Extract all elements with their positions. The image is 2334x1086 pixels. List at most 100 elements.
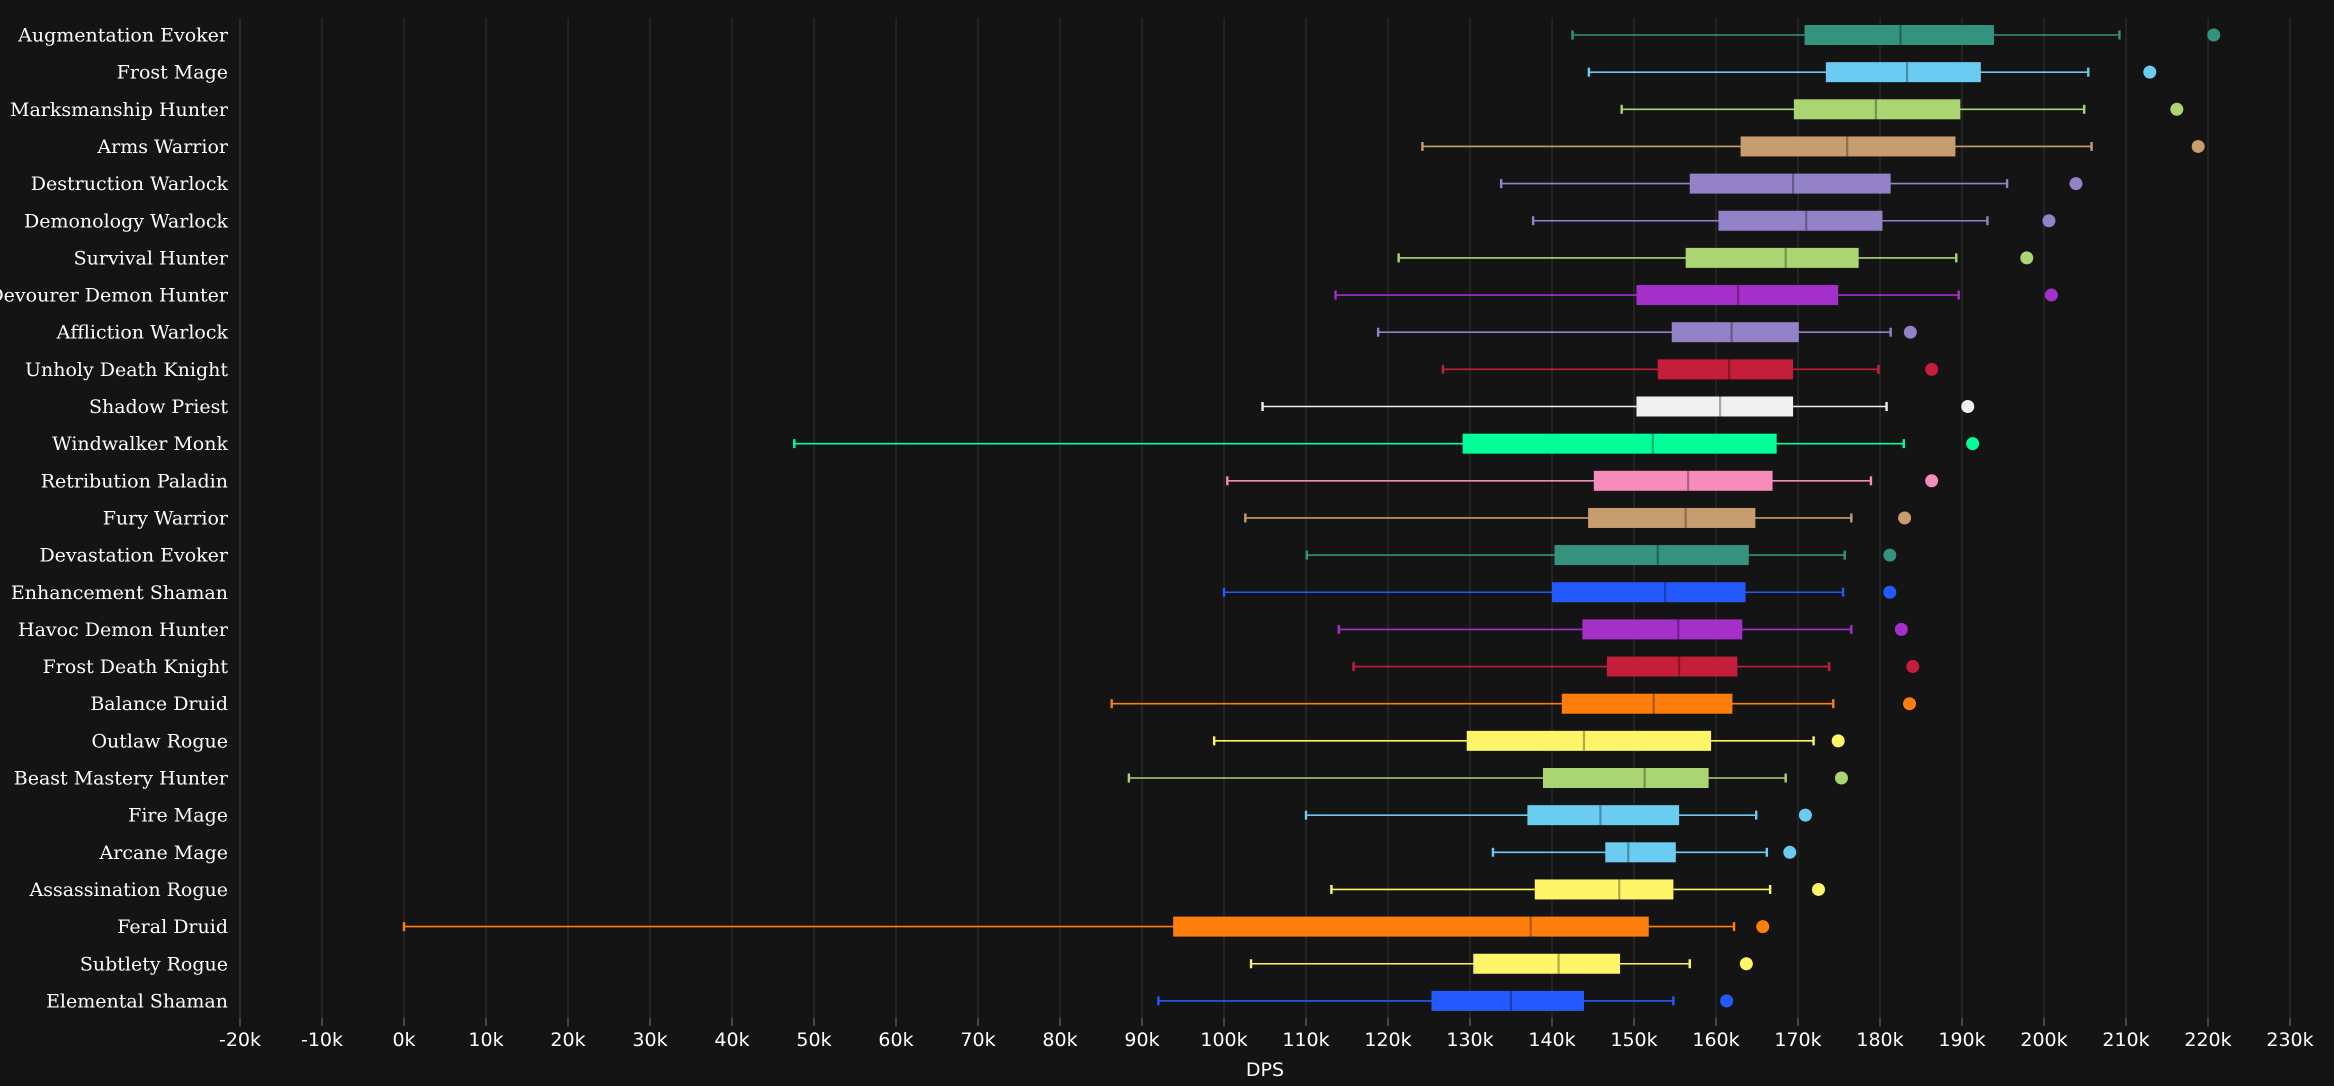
x-tick-label: 40k: [714, 1029, 749, 1051]
x-tick-label: 200k: [2020, 1029, 2067, 1051]
box-rect: [1636, 285, 1839, 306]
x-tick-label: 140k: [1528, 1029, 1575, 1051]
x-tick-label: 100k: [1200, 1029, 1247, 1051]
category-label: Devourer Demon Hunter: [0, 285, 229, 307]
category-label: Shadow Priest: [89, 396, 228, 418]
category-labels: Augmentation Evoker Frost Mage Marksmanshi…: [0, 25, 229, 1013]
x-tick-label: 70k: [960, 1029, 995, 1051]
outlier-point: [1903, 697, 1917, 711]
x-tick-label: 160k: [1692, 1029, 1739, 1051]
outlier-point: [2069, 177, 2083, 191]
box-rect: [1554, 545, 1749, 566]
x-tick-label: 120k: [1364, 1029, 1411, 1051]
category-label: Unholy Death Knight: [25, 359, 228, 381]
box-group[interactable]: [1421, 136, 2205, 157]
x-tick-label: -20k: [219, 1029, 261, 1051]
box-rect: [1657, 359, 1794, 380]
box-rect: [1561, 693, 1733, 714]
box-rect: [1582, 619, 1743, 640]
outlier-point: [1831, 734, 1845, 748]
outlier-point: [1798, 808, 1812, 822]
box-group[interactable]: [1212, 730, 1845, 751]
x-tick-label: 130k: [1446, 1029, 1493, 1051]
box-group[interactable]: [1249, 953, 1753, 974]
outlier-point: [2191, 139, 2205, 153]
box-group[interactable]: [402, 916, 1770, 937]
x-tick-label: 0k: [392, 1029, 415, 1051]
box-group[interactable]: [1305, 545, 1897, 566]
x-tick-label: -10k: [301, 1029, 343, 1051]
box-group[interactable]: [1110, 693, 1917, 714]
box-layer: [402, 25, 2221, 1011]
box-group[interactable]: [1226, 470, 1939, 491]
category-label: Survival Hunter: [74, 247, 229, 269]
x-tick-label: 90k: [1124, 1029, 1159, 1051]
box-rect: [1431, 990, 1584, 1011]
box-group[interactable]: [1376, 322, 1917, 343]
box-rect: [1740, 136, 1956, 157]
category-label: Affliction Warlock: [56, 322, 229, 344]
category-label: Havoc Demon Hunter: [18, 619, 229, 641]
category-label: Frost Mage: [117, 62, 228, 84]
category-label: Fire Mage: [128, 805, 228, 827]
category-label: Beast Mastery Hunter: [14, 768, 229, 790]
box-group[interactable]: [1352, 656, 1920, 677]
box-group[interactable]: [1620, 99, 2184, 120]
x-tick-label: 190k: [1938, 1029, 1985, 1051]
outlier-point: [1925, 362, 1939, 376]
x-tick-label: 110k: [1282, 1029, 1329, 1051]
x-tick-label: 10k: [468, 1029, 503, 1051]
x-tick-label: 230k: [2266, 1029, 2313, 1051]
x-tick-label: 150k: [1610, 1029, 1657, 1051]
category-label: Augmentation Evoker: [17, 25, 229, 47]
box-group[interactable]: [1571, 25, 2221, 45]
box-group[interactable]: [1441, 359, 1939, 380]
outlier-point: [2042, 214, 2056, 228]
category-label: Demonology Warlock: [24, 210, 229, 232]
box-group[interactable]: [1157, 990, 1734, 1011]
box-group[interactable]: [1397, 247, 2034, 268]
category-label: Arcane Mage: [99, 842, 228, 864]
outlier-point: [2170, 102, 2184, 116]
outlier-point: [1756, 920, 1770, 934]
outlier-point: [2020, 251, 2034, 265]
box-group[interactable]: [1499, 173, 2083, 194]
box-group[interactable]: [1127, 768, 1848, 788]
outlier-point: [1925, 474, 1939, 488]
box-group[interactable]: [1334, 285, 2058, 306]
outlier-point: [1812, 882, 1825, 896]
x-tick-label: 50k: [796, 1029, 831, 1051]
category-label: Assassination Rogue: [28, 879, 228, 901]
box-group[interactable]: [1491, 842, 1797, 863]
box-group[interactable]: [1304, 805, 1812, 826]
box-group[interactable]: [1244, 507, 1912, 528]
box-group[interactable]: [793, 433, 1980, 454]
box-group[interactable]: [1330, 879, 1825, 900]
x-axis-ticks: -20k -10k 0k 10k 20k 30k 40k 50k 60k 70k 80k 90k 100…: [219, 1018, 2314, 1051]
category-label: Frost Death Knight: [43, 656, 229, 678]
box-group[interactable]: [1222, 582, 1897, 603]
category-label: Subtlety Rogue: [80, 953, 228, 975]
outlier-point: [1720, 994, 1734, 1008]
outlier-point: [1961, 400, 1975, 413]
box-group[interactable]: [1337, 619, 1908, 640]
x-tick-label: 30k: [632, 1029, 667, 1051]
outlier-point: [1894, 622, 1908, 636]
box-group[interactable]: [1531, 210, 2056, 231]
box-rect: [1636, 396, 1794, 417]
category-label: Arms Warrior: [96, 136, 228, 158]
category-label: Elemental Shaman: [46, 990, 228, 1012]
box-rect: [1804, 25, 1994, 45]
box-rect: [1527, 805, 1680, 826]
category-label: Fury Warrior: [103, 507, 229, 529]
category-label: Devastation Evoker: [39, 545, 228, 567]
box-rect: [1825, 62, 1981, 83]
box-rect: [1173, 916, 1649, 937]
box-group[interactable]: [1261, 396, 1975, 417]
x-tick-label: 220k: [2184, 1029, 2231, 1051]
box-rect: [1718, 210, 1883, 231]
box-group[interactable]: [1587, 62, 2157, 83]
box-rect: [1671, 322, 1799, 343]
outlier-point: [1883, 585, 1897, 599]
